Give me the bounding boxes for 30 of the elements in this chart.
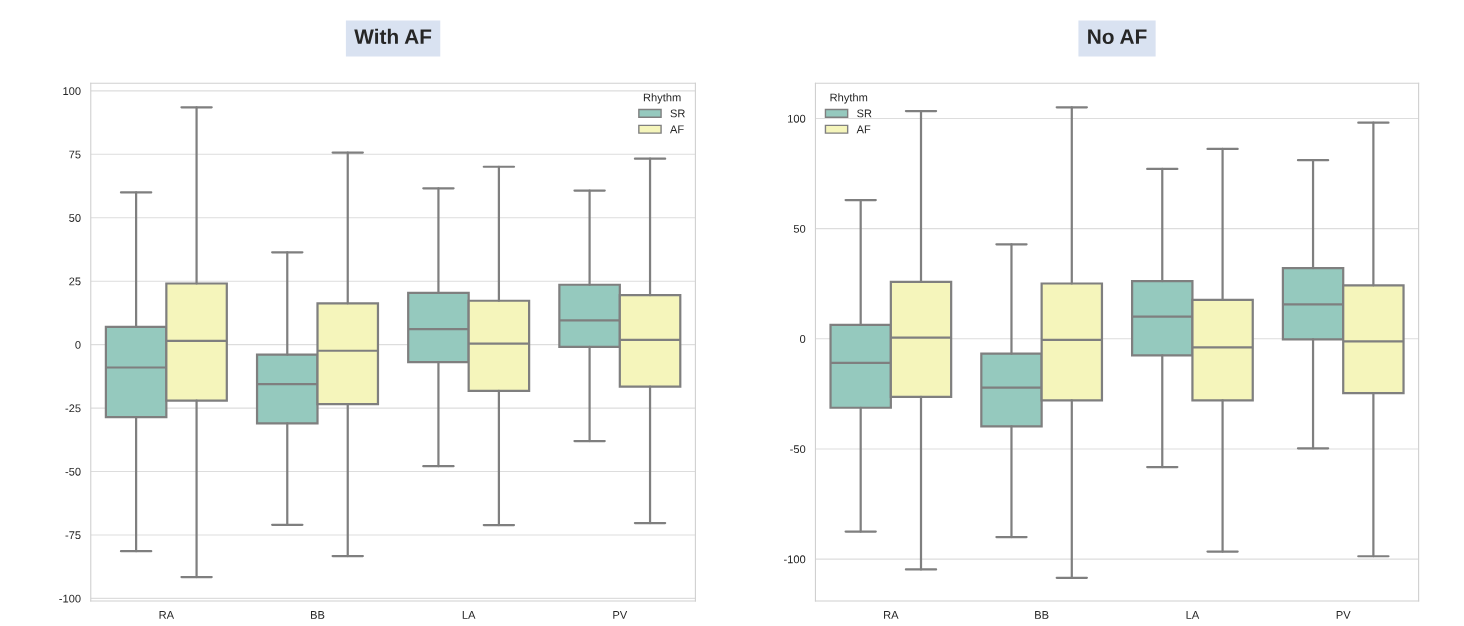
x-tick-label: PV: [1336, 611, 1351, 619]
y-tick-label: -75: [65, 531, 81, 540]
chart-title: With AF: [354, 28, 432, 45]
x-tick-label: BB: [311, 611, 325, 619]
y-tick-label: 100: [63, 87, 81, 96]
x-tick-label: RA: [884, 611, 899, 619]
y-tick-label: -100: [59, 594, 81, 603]
legend-label: SR: [670, 109, 685, 118]
legend-label: SR: [857, 109, 872, 118]
y-tick-label: -50: [65, 467, 81, 476]
y-tick-label: 50: [69, 214, 81, 222]
y-tick-label: 75: [69, 150, 81, 159]
chart-title: No AF: [1088, 29, 1147, 45]
y-tick-label: 25: [69, 277, 81, 286]
x-tick-label: LA: [462, 611, 476, 619]
legend-title: Rhythm: [830, 93, 868, 104]
legend-title: Rhythm: [643, 93, 681, 104]
y-tick-label: 50: [793, 224, 806, 233]
legend-label: AF: [856, 125, 871, 134]
legend-label: AF: [669, 125, 684, 134]
y-tick-label: 0: [75, 340, 81, 349]
y-tick-label: -50: [790, 445, 806, 454]
y-tick-label: 100: [788, 114, 806, 123]
y-tick-label: -100: [783, 555, 806, 564]
y-tick-label: -25: [65, 404, 81, 413]
x-tick-label: LA: [1186, 611, 1200, 619]
x-tick-label: PV: [613, 611, 628, 619]
x-tick-label: RA: [159, 611, 175, 619]
x-tick-label: BB: [1035, 611, 1049, 619]
y-tick-label: 0: [799, 335, 806, 343]
